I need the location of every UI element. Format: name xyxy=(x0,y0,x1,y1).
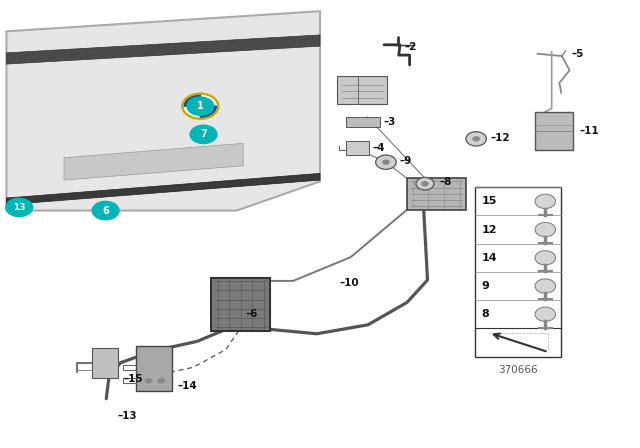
Circle shape xyxy=(189,125,218,144)
Circle shape xyxy=(535,251,556,265)
Circle shape xyxy=(186,96,214,116)
Circle shape xyxy=(535,279,556,293)
Circle shape xyxy=(5,198,33,217)
Text: –2: –2 xyxy=(404,42,417,52)
Polygon shape xyxy=(184,95,200,106)
Polygon shape xyxy=(6,35,320,64)
Bar xyxy=(475,187,561,357)
Bar xyxy=(346,141,369,155)
Text: 7: 7 xyxy=(200,129,207,139)
Text: –10: –10 xyxy=(339,278,359,288)
Circle shape xyxy=(535,307,556,322)
Circle shape xyxy=(145,378,152,383)
Text: 6: 6 xyxy=(102,206,109,215)
Polygon shape xyxy=(200,106,216,117)
Text: 13: 13 xyxy=(13,203,26,212)
Circle shape xyxy=(157,378,165,383)
Text: –4: –4 xyxy=(372,143,385,153)
Text: –11: –11 xyxy=(579,126,599,136)
Circle shape xyxy=(535,223,556,237)
Circle shape xyxy=(198,105,202,108)
Text: –13: –13 xyxy=(117,411,137,421)
Bar xyxy=(535,112,573,150)
Text: 14: 14 xyxy=(481,253,497,263)
Text: –12: –12 xyxy=(491,133,511,143)
Text: 370666: 370666 xyxy=(499,365,538,375)
Text: 9: 9 xyxy=(481,281,489,291)
Bar xyxy=(337,76,387,104)
Circle shape xyxy=(421,181,429,186)
Circle shape xyxy=(466,132,486,146)
Text: –3: –3 xyxy=(384,117,396,127)
Circle shape xyxy=(472,136,480,142)
Circle shape xyxy=(535,194,556,209)
Circle shape xyxy=(182,94,218,119)
Bar xyxy=(407,178,466,210)
Text: –9: –9 xyxy=(400,156,412,166)
Bar xyxy=(92,348,118,378)
Polygon shape xyxy=(6,173,320,205)
Circle shape xyxy=(376,155,396,169)
Text: –15: –15 xyxy=(124,374,143,383)
Bar xyxy=(211,278,270,331)
Circle shape xyxy=(416,177,434,190)
Polygon shape xyxy=(6,11,320,211)
Bar xyxy=(136,346,172,391)
Text: 8: 8 xyxy=(481,309,489,319)
Text: –14: –14 xyxy=(178,381,198,391)
Bar xyxy=(346,117,380,127)
Circle shape xyxy=(92,201,120,220)
Polygon shape xyxy=(64,143,243,180)
Text: –5: –5 xyxy=(572,49,584,59)
Text: –8: –8 xyxy=(440,177,452,187)
Text: 1: 1 xyxy=(197,101,204,111)
Text: –6: –6 xyxy=(245,309,257,319)
Circle shape xyxy=(382,159,390,165)
Text: 15: 15 xyxy=(481,196,497,207)
Text: 12: 12 xyxy=(481,224,497,235)
